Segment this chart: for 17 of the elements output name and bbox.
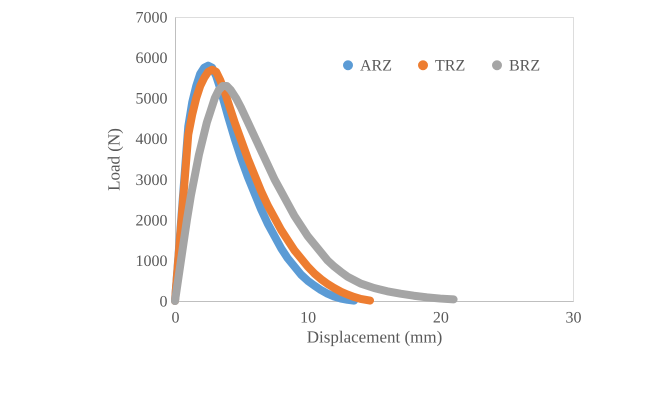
y-tick-label: 5000	[136, 90, 168, 108]
y-tick-label: 6000	[136, 50, 168, 68]
x-axis-title: Displacement (mm)	[306, 328, 442, 346]
y-tick-label: 3000	[136, 172, 168, 189]
x-tick-label: 20	[432, 310, 449, 326]
y-axis-title: Load (N)	[104, 128, 124, 191]
y-tick-label: 1000	[136, 252, 168, 270]
y-tick-label: 2000	[136, 212, 168, 230]
x-tick-label: 30	[566, 310, 582, 326]
y-tick-label: 7000	[136, 10, 168, 26]
legend-label: ARZ	[360, 57, 392, 74]
y-tick-label: 0	[160, 294, 168, 310]
x-tick-label: 0	[172, 310, 180, 326]
x-tick-label: 10	[300, 310, 316, 326]
legend-label: BRZ	[509, 57, 540, 74]
y-tick-label: 4000	[136, 131, 168, 148]
legend-label: TRZ	[435, 57, 466, 74]
